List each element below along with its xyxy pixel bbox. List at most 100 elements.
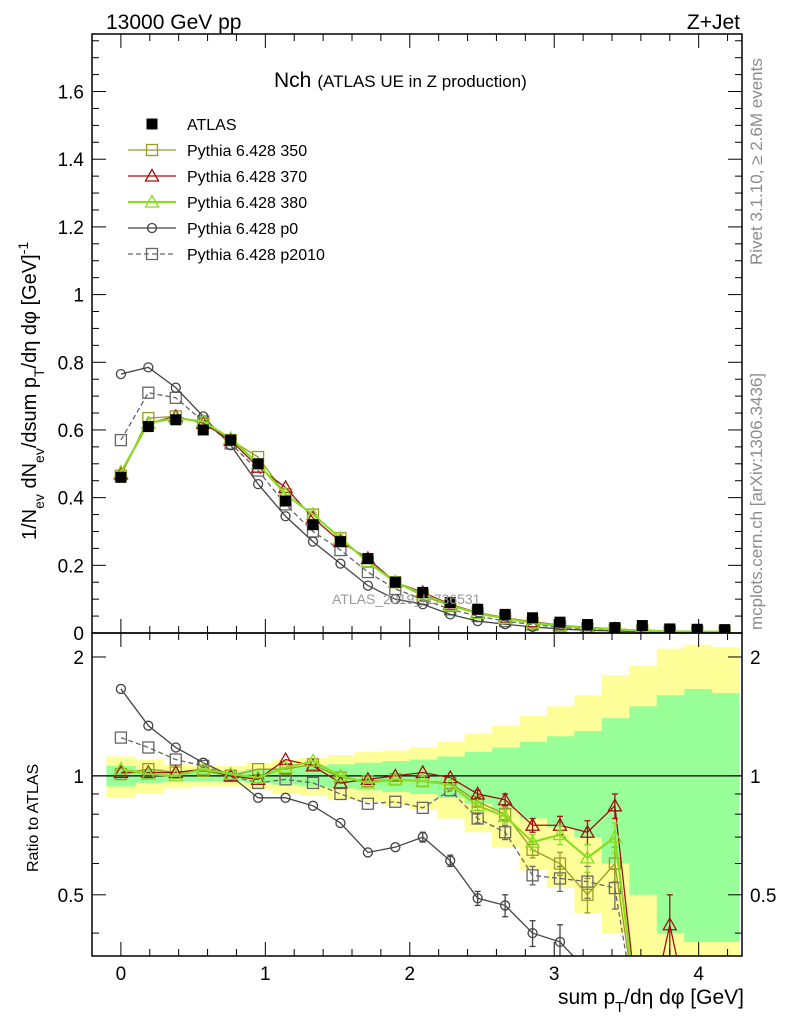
point-ATLAS — [389, 576, 401, 588]
ratio-point-p350 — [581, 888, 594, 901]
ratio-point-p370 — [332, 775, 349, 789]
point-ATLAS — [499, 608, 511, 620]
main-ytick-label: 0 — [73, 624, 84, 645]
band-green — [684, 688, 713, 942]
legend-swatch-marker — [144, 168, 160, 182]
ratio-series-p380 — [113, 753, 632, 956]
legend-item-p2010: Pythia 6.428 p2010 — [128, 247, 325, 264]
main-ytick-label: 1 — [73, 286, 84, 307]
ratio-frame — [91, 632, 743, 957]
ratio-point-p380 — [113, 761, 129, 775]
point-p2010 — [114, 433, 128, 447]
ratio-point-p2010 — [416, 801, 429, 815]
xtick-label: 2 — [404, 964, 415, 985]
point-p2010 — [142, 386, 155, 399]
title-sub: (ATLAS UE in Z production) — [317, 72, 526, 91]
ratio-point-p370 — [607, 797, 623, 812]
point-ATLAS — [472, 603, 484, 615]
main-ytick-label: 0.2 — [58, 556, 84, 577]
ratio-point-p380 — [195, 761, 211, 775]
ratio-ytick-label: 1 — [73, 767, 84, 788]
point-ATLAS — [554, 616, 566, 628]
legend-swatch-marker — [146, 118, 158, 130]
series-ATLAS — [115, 414, 731, 633]
point-ATLAS — [280, 495, 292, 507]
main-ytick-label: 1.2 — [58, 218, 84, 239]
ratio-point-p350 — [553, 857, 567, 870]
ratio-point-p2010 — [306, 776, 320, 790]
ratio-point-p0 — [390, 842, 401, 853]
point-ATLAS — [115, 471, 127, 483]
ratio-line-p370 — [120, 758, 678, 956]
ratio-point-p370 — [442, 769, 458, 784]
point-ATLAS — [609, 622, 621, 633]
ratio-point-p0 — [554, 936, 566, 948]
point-p0 — [307, 536, 319, 547]
ratio-point-p2010 — [526, 869, 539, 882]
band-green — [464, 751, 493, 804]
point-ATLAS — [225, 434, 237, 446]
legend-label: Pythia 6.428 350 — [187, 143, 307, 160]
title-main: Nch — [274, 69, 311, 92]
ratio-point-p0 — [445, 855, 456, 866]
series-line-p0 — [120, 366, 725, 633]
point-p0 — [115, 368, 127, 380]
point-p0 — [143, 362, 154, 373]
legend-label: Pythia 6.428 p0 — [187, 221, 298, 238]
ratio-point-p2010 — [361, 797, 375, 810]
ratio-point-p0 — [527, 927, 538, 939]
ratio-point-p380 — [415, 773, 431, 787]
xtick-label: 0 — [116, 964, 127, 985]
ratio-ytick-label-right: 1 — [750, 767, 761, 788]
point-ATLAS — [636, 620, 648, 632]
ratio-point-p370 — [387, 768, 403, 782]
ratio-ylabel: Ratio to ATLAS — [25, 764, 42, 872]
ratio-ytick-label-right: 2 — [750, 648, 761, 669]
ratio-ytick-label-right: 0.5 — [750, 886, 776, 907]
band-green — [656, 695, 685, 934]
point-ATLAS — [362, 553, 374, 565]
plot-title: Nch (ATLAS UE in Z production) — [274, 69, 527, 92]
ratio-point-p350 — [608, 857, 622, 870]
ratio-point-p370 — [168, 764, 184, 779]
ratio-point-p0 — [307, 800, 319, 811]
ratio-point-p380 — [332, 768, 349, 782]
point-p0 — [252, 478, 264, 490]
point-ATLAS — [334, 536, 346, 548]
ratio-point-p370 — [305, 758, 321, 772]
ratio-point-p370 — [497, 791, 513, 806]
ratio-point-p380 — [470, 797, 486, 812]
ratio-point-p2010 — [471, 812, 484, 825]
legend-item-p350: Pythia 6.428 350 — [128, 143, 307, 160]
point-p370 — [277, 479, 294, 494]
header-left: 13000 GeV pp — [106, 11, 241, 34]
main-ytick-label: 1.6 — [58, 83, 84, 104]
point-p0 — [170, 382, 181, 393]
ratio-point-p380 — [387, 771, 403, 786]
ratio-point-p370 — [360, 771, 376, 786]
xlabel: sum pT/dη dφ [GeV] — [558, 986, 744, 1016]
ratio-point-p370 — [524, 817, 541, 831]
band-green — [574, 730, 603, 838]
ratio-point-p370 — [579, 824, 596, 838]
ratio-point-p380 — [524, 834, 541, 848]
xtick-label: 3 — [549, 964, 560, 985]
ratio-point-p0 — [252, 792, 264, 803]
ratio-point-p370 — [277, 751, 294, 766]
ratio-point-p350 — [251, 763, 265, 776]
legend-label: ATLAS — [187, 117, 237, 134]
ratio-point-p380 — [168, 768, 184, 782]
legend: ATLAS Pythia 6.428 350 Pythia 6.428 370 Pyt… — [128, 117, 325, 264]
ratio-point-p0 — [335, 817, 346, 829]
ratio-line-p380 — [120, 759, 632, 956]
header-right: Z+Jet — [687, 11, 740, 34]
band-green — [492, 747, 521, 810]
side-text-bottom: mcplots.cern.ch [arXiv:1306.3436] — [747, 373, 766, 630]
legend-swatch-marker — [144, 194, 160, 208]
legend-item-ATLAS: ATLAS — [146, 117, 237, 134]
ratio-point-p2010 — [114, 731, 128, 744]
watermark: ATLAS_2019_I1736531 — [332, 591, 481, 607]
band-green — [519, 741, 548, 819]
band-green — [629, 706, 658, 895]
legend-item-p370: Pythia 6.428 370 — [128, 168, 307, 186]
